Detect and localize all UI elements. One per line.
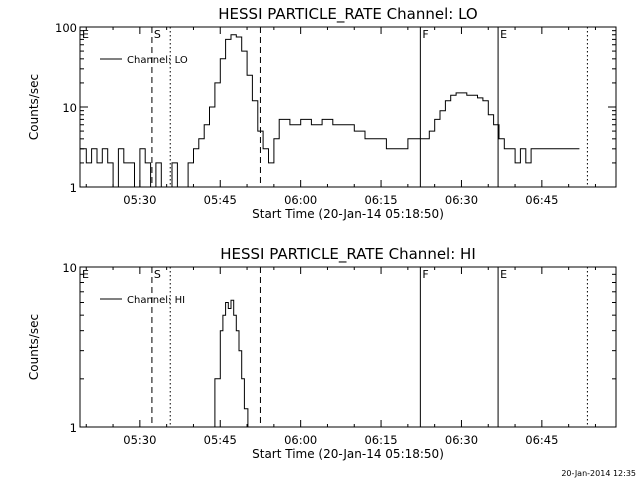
panel-1-x-axis-label: Start Time (20-Jan-14 05:18:50) [252,207,444,221]
panel-1-x-tick-label: 06:30 [445,193,478,207]
panel-2-y-tick-label: 1 [70,421,77,435]
panel-2-x-axis-label: Start Time (20-Jan-14 05:18:50) [252,447,444,461]
panel-1-title: HESSI PARTICLE_RATE Channel: LO [218,5,477,24]
panel-1-y-tick-label: 10 [62,101,77,115]
panel-2-event-marker-label: E [82,268,89,281]
panel-2-event-marker-label: E [500,268,507,281]
panel-2-y-tick-label: 10 [62,261,77,275]
panel-2-title: HESSI PARTICLE_RATE Channel: HI [220,245,476,264]
panel-2-event-marker-label: S [154,268,161,281]
panel-1-event-marker-label: S [154,28,161,41]
panel-1-event-marker-label: F [422,28,428,41]
panel-2-legend-label: Channel: HI [127,295,185,306]
panel-2-series-line [208,299,249,428]
panel-2-x-tick-label: 06:45 [525,433,558,447]
panel-1-event-marker-label: E [500,28,507,41]
panel-1-x-tick-label: 06:15 [364,193,397,207]
panel-2-y-axis-label: Counts/sec [27,314,41,380]
panel-2-x-tick-label: 06:15 [364,433,397,447]
panel-2-x-tick-label: 05:30 [123,433,156,447]
panel-1-series-line [80,34,580,188]
panel-2-x-tick-label: 05:45 [204,433,237,447]
panel-1-x-tick-label: 06:00 [284,193,317,207]
footer-timestamp: 20-Jan-2014 12:35 [561,469,636,478]
panel-1-x-tick-label: 06:45 [525,193,558,207]
panel-2-x-tick-label: 06:00 [284,433,317,447]
panel-1-y-tick-label: 100 [55,21,77,35]
panel-2-event-marker-label: F [422,268,428,281]
panel-1-y-tick-label: 1 [70,181,77,195]
panel-2-plot-frame [79,266,617,428]
panel-1-x-tick-label: 05:30 [123,193,156,207]
panel-1-x-tick-label: 05:45 [204,193,237,207]
panel-1-y-axis-label: Counts/sec [27,74,41,140]
panel-1-legend-label: Channel: LO [127,55,188,66]
panel-1-event-marker-label: E [82,28,89,41]
panel-2-x-tick-label: 06:30 [445,433,478,447]
